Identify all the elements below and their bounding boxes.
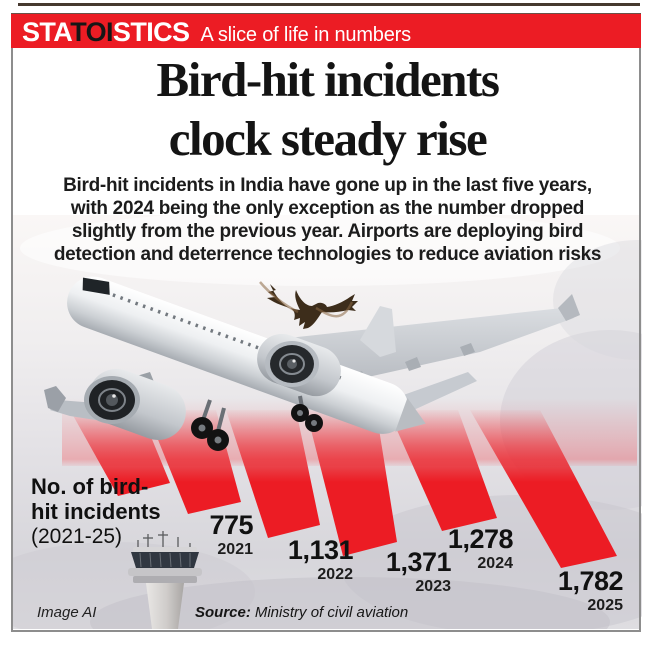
flap-fairing (405, 357, 421, 371)
far-engine (250, 327, 348, 403)
brand-part: STICS (112, 17, 190, 47)
brand-logo: STATOISTICS (22, 17, 190, 47)
source-text: Ministry of civil aviation (254, 604, 409, 621)
source-label: Source: (195, 604, 251, 621)
source-line: Source: Ministry of civil aviation (195, 604, 408, 621)
year-label: 2024 (477, 555, 513, 572)
value-label: 1,278 (447, 524, 514, 554)
far-winglet (558, 294, 580, 321)
year-label: 2021 (217, 541, 253, 558)
year-label: 2022 (317, 566, 353, 583)
value-label: 775 (209, 510, 253, 540)
chart-label-line: hit incidents (31, 499, 161, 524)
value-label: 1,782 (557, 566, 624, 596)
brand-part-toi: TOI (70, 17, 113, 47)
headline-line1: Bird-hit incidents (156, 52, 500, 107)
value-label: 1,371 (385, 547, 452, 577)
headline-line2: clock steady rise (168, 111, 488, 166)
image-credit: Image AI (37, 604, 97, 621)
airplane-image (44, 269, 580, 451)
intro-line: Bird-hit incidents in India have gone up… (63, 175, 592, 196)
horizontal-stabilizer (395, 372, 477, 414)
ribbon-2022 (226, 410, 320, 538)
ribbon-2025 (470, 410, 617, 568)
intro-line: slightly from the previous year. Airport… (71, 221, 584, 242)
header-tagline: A slice of life in numbers (200, 24, 411, 46)
chart-label-years-range: (2021-25) (31, 525, 123, 548)
near-engine (81, 361, 194, 448)
chart-label-line: No. of bird- (31, 474, 149, 499)
near-winglet (44, 386, 66, 412)
cockpit-windows (79, 273, 114, 300)
datapoint-2023: 1,371 2023 (385, 547, 452, 596)
intro-line: detection and deterrence technologies to… (53, 244, 602, 265)
value-label: 1,131 (287, 535, 354, 565)
datapoint-2025: 1,782 2025 (557, 566, 624, 615)
brand-part: STA (22, 17, 71, 47)
tail-fin (360, 306, 396, 357)
page-title: Bird-hit incidents clock steady rise (0, 50, 655, 168)
datapoint-2021: 775 2021 (209, 510, 253, 559)
top-rule (18, 3, 640, 6)
header-bar: STATOISTICS A slice of life in numbers (11, 13, 641, 48)
chart-title-label: No. of bird- hit incidents (2021-25) (31, 474, 161, 549)
intro-paragraph: Bird-hit incidents in India have gone up… (25, 174, 630, 266)
tail-cone (395, 398, 432, 441)
landing-gear (191, 396, 323, 451)
window-row (113, 295, 343, 379)
ribbon-2023 (306, 410, 397, 556)
year-label: 2025 (587, 597, 623, 614)
datapoint-2024: 1,278 2024 (447, 524, 514, 573)
intro-line: with 2024 being the only exception as th… (70, 198, 585, 219)
ribbon-2024 (388, 410, 497, 531)
datapoint-2022: 1,131 2022 (287, 535, 354, 584)
year-label: 2023 (415, 578, 451, 595)
eagle-image (260, 282, 358, 329)
control-tower-image (128, 531, 202, 629)
flap-fairing (460, 343, 475, 356)
